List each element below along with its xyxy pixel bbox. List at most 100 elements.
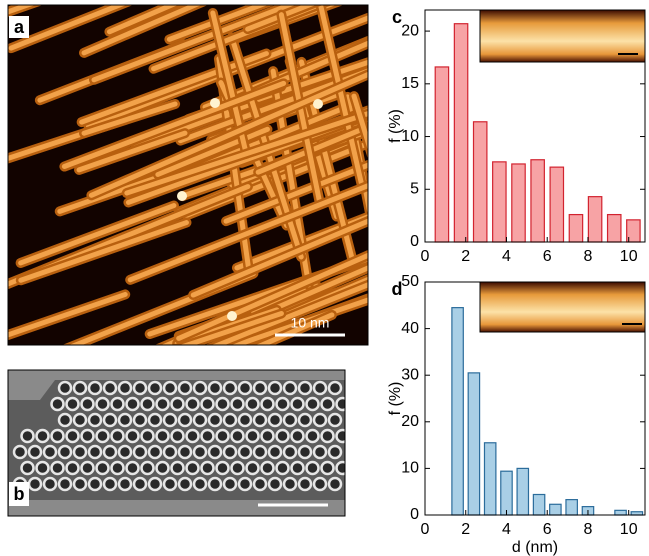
adsorbate	[313, 99, 323, 109]
ring	[282, 412, 298, 428]
bar	[532, 493, 546, 516]
ribbon-top	[8, 5, 36, 15]
ring	[87, 380, 103, 396]
ring	[192, 444, 208, 460]
x-tick-label: 10	[620, 521, 638, 538]
ring	[50, 428, 65, 444]
ring	[132, 444, 148, 460]
ring	[305, 460, 320, 476]
bar	[472, 121, 488, 243]
ribbon-top	[179, 310, 284, 345]
ring	[57, 412, 73, 428]
y-tick-label: 10	[401, 128, 419, 145]
ring	[177, 476, 193, 492]
ribbon-top	[177, 68, 368, 144]
ring	[237, 412, 253, 428]
ring	[170, 460, 185, 476]
y-tick-label: 20	[401, 413, 419, 430]
x-tick-label: 10	[620, 248, 638, 265]
ribbon-top	[81, 101, 178, 136]
ring	[237, 380, 253, 396]
ring	[155, 396, 170, 412]
ring	[95, 396, 110, 412]
y-tick-label: 30	[401, 366, 419, 383]
ring	[147, 444, 163, 460]
ring	[117, 412, 133, 428]
ring	[87, 476, 103, 492]
ring	[102, 444, 118, 460]
ring	[260, 460, 275, 476]
bar	[587, 196, 603, 243]
ring	[200, 460, 215, 476]
ring	[20, 460, 35, 476]
chart: 0 10 20 30 40 50 0 2 4 6 8 10 f (%) d (nm) d	[387, 273, 646, 556]
ring	[245, 428, 260, 444]
bar	[492, 161, 507, 243]
ring	[192, 412, 208, 428]
ring	[170, 428, 185, 444]
ring	[267, 444, 283, 460]
adsorbate	[227, 311, 237, 321]
image-frame	[7, 369, 346, 517]
ring	[252, 412, 268, 428]
x-tick-label: 0	[421, 248, 430, 265]
ring	[327, 380, 343, 396]
bar	[434, 66, 450, 243]
x-tick-label: 4	[502, 521, 511, 538]
ring	[327, 476, 343, 492]
panel-label: a	[14, 17, 25, 37]
inset-image	[479, 281, 646, 333]
bar	[467, 372, 481, 516]
ring	[177, 412, 193, 428]
bar	[451, 307, 464, 516]
ring	[335, 460, 345, 476]
ribbon-top	[318, 5, 365, 189]
ribbon-top	[18, 220, 189, 283]
ring	[72, 380, 88, 396]
ring	[297, 380, 313, 396]
ring	[42, 476, 58, 492]
ring	[147, 380, 163, 396]
ring	[207, 444, 223, 460]
ring	[57, 380, 73, 396]
panel-label-box	[9, 16, 29, 38]
ring	[185, 460, 200, 476]
ring	[230, 396, 245, 412]
ring	[125, 396, 140, 412]
ring	[72, 476, 88, 492]
ring	[110, 396, 125, 412]
ring	[222, 476, 238, 492]
ring	[335, 428, 345, 444]
bar	[606, 213, 622, 243]
ring	[57, 444, 73, 460]
ring	[80, 396, 95, 412]
ring	[110, 428, 125, 444]
ring	[245, 396, 260, 412]
ring	[312, 380, 328, 396]
ring	[132, 412, 148, 428]
bar	[500, 470, 513, 516]
ring	[312, 476, 328, 492]
ring	[65, 396, 80, 412]
bar	[565, 499, 578, 516]
ring	[117, 444, 133, 460]
ring	[80, 428, 95, 444]
x-tick-label: 0	[421, 521, 430, 538]
ring	[162, 380, 178, 396]
ring	[222, 444, 238, 460]
ring	[87, 444, 103, 460]
ribbon-top	[255, 312, 335, 345]
ring	[237, 476, 253, 492]
ribbon-top	[127, 183, 368, 283]
x-tick-label: 6	[543, 248, 552, 265]
bar	[516, 467, 530, 516]
ring	[215, 428, 230, 444]
y-tick-label: 20	[401, 22, 419, 39]
ring	[132, 476, 148, 492]
ribbon-top	[61, 80, 287, 170]
ribbon-top	[255, 124, 368, 175]
ring	[27, 476, 43, 492]
x-tick-label: 2	[461, 521, 470, 538]
ring	[27, 444, 43, 460]
panel-label: c	[392, 7, 402, 27]
